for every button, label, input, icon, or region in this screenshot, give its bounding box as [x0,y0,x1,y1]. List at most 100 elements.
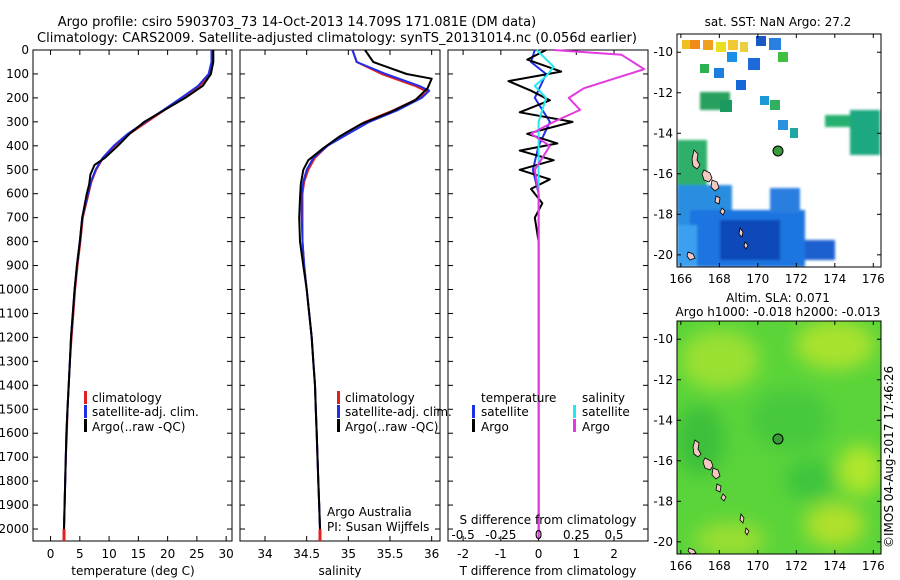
depth-tick-label: 1500 [0,402,29,416]
x-tick-label: 2 [610,547,618,561]
x-tick-label: 10 [101,547,116,561]
depth-tick-label: 300 [6,115,29,129]
sst-block [770,188,800,213]
latitude-tick-label: -12 [653,373,673,387]
sla-map-title-line-1: Altim. SLA: 0.071 [726,291,830,305]
depth-tick-label: 700 [6,211,29,225]
sla-low [750,390,830,450]
island [715,483,722,493]
salinity-legend: climatology satellite-adj. clim. Argo(..… [337,391,452,434]
sst-block [850,110,880,155]
sla-high [680,330,760,390]
longitude-tick-label: 168 [708,272,731,286]
s-difference-tick-label: -0.25 [485,528,516,542]
difference-series [507,49,646,539]
legend-swatch-argo [84,419,87,432]
series-line-temperature-satellite [530,49,551,539]
latitude-tick-label: -12 [653,86,673,100]
series-line-salinity-argo [530,49,646,539]
island [743,241,749,250]
legend-label-salinity-argo: Argo [582,420,610,434]
x-tick-label: 34.5 [293,547,320,561]
sst-map-title: sat. SST: NaN Argo: 27.2 [705,15,852,29]
t-difference-axis-ticks: -2 -1 0 1 2 [457,50,618,561]
sla-high [795,321,875,370]
salinity-panel: 34 34.5 35 35.5 36 salinity climatology sate… [239,49,452,578]
legend-swatch-temperature-argo [472,419,475,432]
legend-label-argo: Argo(..raw -QC) [345,420,438,434]
sst-block [700,64,709,73]
legend-swatch-salinity-satellite [573,405,576,418]
latitude-tick-label: -14 [653,413,673,427]
legend-label-climatology: climatology [92,391,162,405]
island [720,493,727,502]
sla-map-field [677,321,881,554]
x-tick-label: -1 [495,547,507,561]
island [744,527,750,536]
depth-tick-label: 1600 [0,426,29,440]
sst-block [682,40,690,49]
legend-label-climatology: climatology [345,391,415,405]
argo-float-marker [772,145,784,157]
island [738,227,744,238]
temperature-plot-frame [32,49,233,542]
difference-panel: -2 -1 0 1 2 S difference from climatology -0… [447,49,649,578]
temperature-legend: climatology satellite-adj. clim. Argo(..… [84,391,199,434]
longitude-tick-label: 172 [785,272,808,286]
salinity-axis-ticks: 34 34.5 35 35.5 36 [257,50,439,561]
sst-block [748,58,760,70]
legend-swatch-temperature-satellite [472,405,475,418]
depth-tick-label: 1900 [0,498,29,512]
sst-block [760,96,769,105]
latitude-tick-label: -18 [653,494,673,508]
x-tick-label: 0 [47,547,55,561]
t-difference-axis-label: T difference from climatology [459,564,637,578]
longitude-tick-label: 176 [862,272,885,286]
island [701,169,713,183]
sst-block [677,140,707,190]
sla-high [838,445,881,495]
sla-high [805,503,865,547]
latitude-tick-label: -10 [653,45,673,59]
figure-title-line-1: Argo profile: csiro 5903703_73 14-Oct-20… [58,15,536,30]
x-tick-label: 36 [424,547,439,561]
longitude-tick-label: 174 [823,272,846,286]
series-line-argo-raw-qc [298,49,433,539]
longitude-tick-label: 166 [669,559,692,573]
difference-depth-ticks [448,49,648,530]
sla-high [695,522,765,554]
s-difference-axis-ticks: -0.5 -0.25 0 0.25 0.5 [451,528,623,542]
sst-block [825,115,850,127]
x-tick-label: 35.5 [377,547,404,561]
sst-block [778,52,788,62]
depth-tick-label: 2000 [0,522,29,536]
legend-swatch-satellite-adj [337,405,340,418]
sla-low [785,460,835,500]
sst-longitude-ticks: 166 168 170 172 174 176 [669,34,885,286]
sla-longitude-ticks: 166 168 170 172 174 176 [669,321,885,573]
sst-block [714,68,724,78]
series-line-temperature-argo [507,49,574,539]
sst-block [756,36,766,46]
legend-swatch-satellite-adj [84,405,87,418]
sla-map-title-line-2: Argo h1000: -0.018 h2000: -0.013 [676,305,881,319]
salinity-axis-label: salinity [318,564,361,578]
longitude-tick-label: 170 [746,272,769,286]
depth-tick-label: 1000 [0,283,29,297]
island [686,251,696,261]
x-tick-label: 34 [257,547,272,561]
x-tick-label: 0 [535,547,543,561]
x-tick-label: -2 [457,547,469,561]
x-tick-label: 1 [572,547,580,561]
temperature-series [62,50,215,541]
legend-swatch-salinity-argo [573,419,576,432]
legend-label-satellite-adj: satellite-adj. clim. [345,405,452,419]
island [711,467,721,480]
s-difference-tick-label: 0.5 [604,528,623,542]
depth-tick-label: 1200 [0,330,29,344]
x-tick-label: 5 [76,547,84,561]
island [739,513,745,524]
figure-title-line-2: Climatology: CARS2009. Satellite-adjuste… [37,31,637,46]
sst-block [736,80,746,90]
